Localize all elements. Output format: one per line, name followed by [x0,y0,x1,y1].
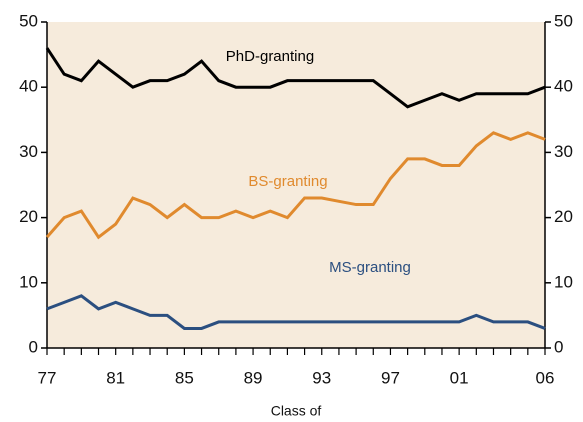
x-tick-label: 93 [312,368,331,387]
x-tick-label: 97 [381,368,400,387]
plot-background [47,22,545,348]
x-tick-label: 77 [38,368,57,387]
y2-tick-label: 50 [554,11,573,30]
x-tick-label: 85 [175,368,194,387]
series-line [45,131,546,240]
x-tick-label: 01 [450,368,469,387]
x-tick-label: 06 [536,368,555,387]
series-label: PhD-granting [226,48,314,65]
y2-tick-label: 0 [554,337,563,356]
series-line [46,294,546,330]
y-tick-label: 10 [19,272,38,291]
y-tick-label: 20 [19,207,38,226]
y-tick-label: 30 [19,142,38,161]
y2-tick-label: 10 [554,272,573,291]
series-label: MS-granting [329,259,411,276]
y2-tick-label: 30 [554,142,573,161]
x-tick-label: 89 [244,368,263,387]
y2-tick-label: 20 [554,207,573,226]
y-tick-label: 50 [19,11,38,30]
x-axis-label: Class of [271,403,322,419]
y2-tick-label: 40 [554,77,573,96]
x-tick-label: 81 [106,368,125,387]
y-tick-label: 40 [19,77,38,96]
series-line [45,47,546,109]
y-tick-label: 0 [29,337,38,356]
series-label: BS-granting [248,173,327,190]
